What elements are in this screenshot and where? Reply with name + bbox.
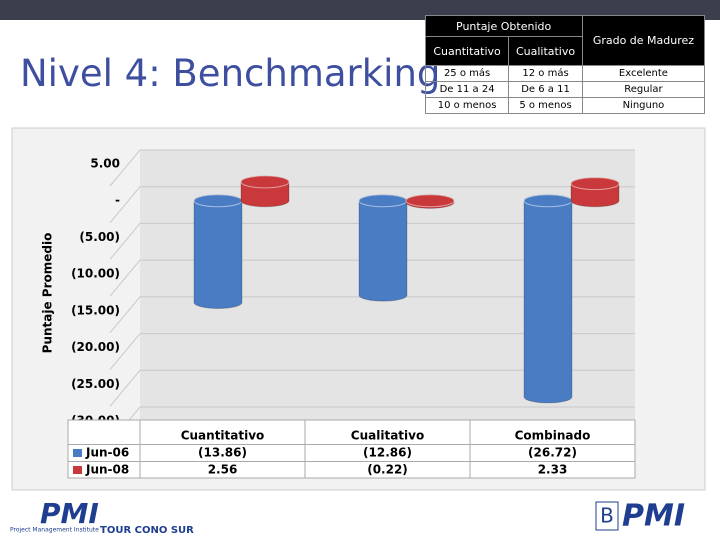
logo-b: B xyxy=(600,504,614,528)
grid-line xyxy=(109,369,635,407)
x-tick-label: Cualitativo xyxy=(351,429,424,443)
logo: PMI xyxy=(40,497,99,530)
bar xyxy=(523,194,573,404)
grid-line xyxy=(109,259,635,297)
table-group-header: Puntaje Obtenido xyxy=(425,15,583,37)
y-tick-label: (15.00) xyxy=(71,303,120,317)
legend-label: Jun-06 xyxy=(85,446,129,460)
table-cell: 10 o menos xyxy=(424,97,510,114)
data-label: (13.86) xyxy=(198,446,247,460)
logo-tour: TOUR CONO SUR xyxy=(100,525,194,536)
bar xyxy=(358,194,408,302)
y-axis-label: Puntaje Promedio xyxy=(41,233,55,354)
data-label: 2.56 xyxy=(208,463,238,477)
grid-line xyxy=(109,333,635,370)
bar-cap xyxy=(570,177,620,191)
table-cell: Ninguno xyxy=(581,97,706,114)
grid-line xyxy=(109,222,635,260)
y-tick-label: (10.00) xyxy=(71,267,120,281)
legend-swatch xyxy=(73,466,82,474)
table-header: Cualitativo xyxy=(508,36,583,66)
bar-cap xyxy=(523,194,573,208)
x-tick-label: Combinado xyxy=(515,429,591,443)
y-tick-label: 5.00 xyxy=(90,157,120,171)
y-tick-label: - xyxy=(115,193,120,207)
bar-cap xyxy=(240,175,290,189)
y-tick-label: (20.00) xyxy=(71,340,120,354)
bar xyxy=(193,194,243,309)
legend-swatch xyxy=(73,449,82,457)
x-tick-label: Cuantitativo xyxy=(181,429,265,443)
logo-box xyxy=(595,501,619,531)
slide-title: Nivel 4: Benchmarking xyxy=(20,52,441,95)
y-tick-label: (25.00) xyxy=(71,377,120,391)
y-tick-label: (5.00) xyxy=(79,230,120,244)
grid-line xyxy=(109,186,635,224)
data-label: (0.22) xyxy=(367,463,408,477)
maturity-table: Puntaje Obtenido Grado de Madurez Cuantit… xyxy=(424,15,706,114)
table-header: Grado de Madurez xyxy=(581,15,706,66)
data-label: 2.33 xyxy=(538,463,568,477)
data-label: (12.86) xyxy=(363,446,412,460)
bar-cap xyxy=(358,194,408,208)
table-header: Cuantitativo xyxy=(424,36,510,66)
logo: PMI xyxy=(622,499,685,534)
grid-line xyxy=(109,296,635,334)
bar-cap xyxy=(193,194,243,208)
legend-label: Jun-08 xyxy=(85,463,129,477)
data-table xyxy=(67,419,636,479)
data-label: (26.72) xyxy=(528,446,577,460)
grid-line xyxy=(109,149,635,187)
bar-cap xyxy=(405,194,455,208)
logo-subtitle: Project Management Institute xyxy=(10,527,99,534)
